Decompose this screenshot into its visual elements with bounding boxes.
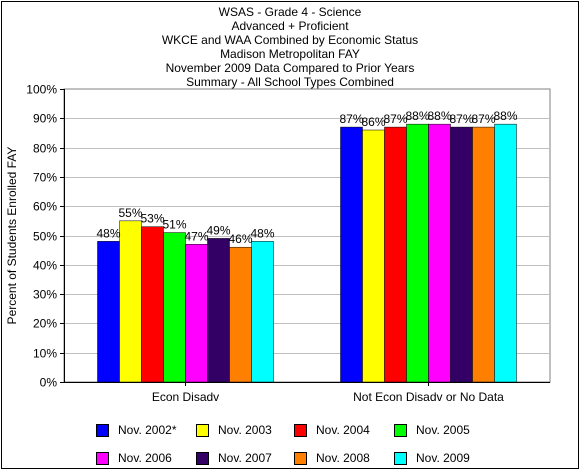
- bar: [229, 246, 252, 383]
- y-tick-label: 100%: [26, 83, 57, 97]
- legend-swatch: [196, 424, 209, 437]
- legend-swatch: [394, 452, 407, 465]
- bar-value-label: 53%: [140, 212, 164, 226]
- legend-label: Nov. 2006: [118, 451, 172, 465]
- bar-value-label: 87%: [471, 112, 495, 126]
- bar-value-label: 88%: [427, 109, 451, 123]
- bar: [340, 126, 363, 383]
- chart-title-line-2: Advanced + Proficient: [231, 19, 349, 33]
- bar-value-label: 55%: [118, 206, 142, 220]
- legend-label: Nov. 2003: [218, 423, 272, 437]
- bar: [406, 123, 429, 383]
- axes: Percent of Students Enrolled FAY 0% 10% 20…: [5, 83, 550, 404]
- bar: [362, 129, 385, 383]
- y-tick-label: 0%: [40, 376, 58, 390]
- chart-title-line-1: WSAS - Grade 4 - Science: [218, 5, 362, 19]
- legend-swatch: [294, 424, 307, 437]
- bar: [384, 126, 407, 383]
- y-tick-label: 10%: [33, 347, 57, 361]
- y-tick-label: 60%: [33, 200, 57, 214]
- chart-title-line-3: WKCE and WAA Combined by Economic Status: [161, 33, 419, 47]
- legend-label: Nov. 2002*: [118, 423, 177, 437]
- bar-value-label: 51%: [162, 218, 186, 232]
- bar-value-label: 87%: [449, 112, 473, 126]
- legend-label: Nov. 2009: [416, 451, 470, 465]
- bar-value-label: 47%: [184, 229, 208, 243]
- y-tick-label: 90%: [33, 112, 57, 126]
- legend-swatch: [96, 452, 109, 465]
- bar: [207, 238, 230, 383]
- chart-title-line-6: Summary - All School Types Combined: [186, 75, 394, 89]
- legend-label: Nov. 2007: [218, 451, 272, 465]
- bar: [450, 126, 473, 383]
- bar: [185, 244, 208, 383]
- bar: [163, 232, 186, 383]
- data-labels: 48%55%53%51%47%49%46%48%87%86%87%88%88%8…: [96, 109, 517, 246]
- y-tick-label: 80%: [33, 142, 57, 156]
- legend-swatch: [294, 452, 307, 465]
- bar-value-label: 48%: [250, 226, 274, 240]
- bar: [251, 241, 274, 383]
- chart-title-line-4: Madison Metropolitan FAY: [220, 47, 360, 61]
- y-tick-label: 30%: [33, 288, 57, 302]
- legend-label: Nov. 2008: [316, 451, 370, 465]
- legend-swatch: [196, 452, 209, 465]
- bar-value-label: 86%: [361, 115, 385, 129]
- y-tick-label: 20%: [33, 317, 57, 331]
- bar-value-label: 46%: [228, 232, 252, 246]
- legend-label: Nov. 2004: [316, 423, 370, 437]
- bar-value-label: 48%: [96, 226, 120, 240]
- bar: [119, 220, 142, 383]
- chart-title-line-5: November 2009 Data Compared to Prior Yea…: [165, 61, 415, 75]
- bar-value-label: 87%: [339, 112, 363, 126]
- legend-swatch: [394, 424, 407, 437]
- x-category-label: Not Econ Disadv or No Data: [353, 390, 504, 404]
- y-axis-label: Percent of Students Enrolled FAY: [5, 147, 19, 325]
- bar-value-label: 49%: [206, 223, 230, 237]
- bar: [494, 123, 517, 383]
- legend-label: Nov. 2005: [416, 423, 470, 437]
- bar-value-label: 88%: [493, 109, 517, 123]
- bar: [428, 123, 451, 383]
- y-tick-label: 50%: [33, 230, 57, 244]
- x-category-label: Econ Disadv: [152, 390, 219, 404]
- bar: [97, 241, 120, 383]
- bar: [141, 226, 164, 383]
- y-tick-label: 40%: [33, 259, 57, 273]
- bar-value-label: 87%: [383, 112, 407, 126]
- bar-value-label: 88%: [405, 109, 429, 123]
- y-tick-label: 70%: [33, 171, 57, 185]
- bar: [472, 126, 495, 383]
- bars: [97, 123, 517, 383]
- legend-swatch: [96, 424, 109, 437]
